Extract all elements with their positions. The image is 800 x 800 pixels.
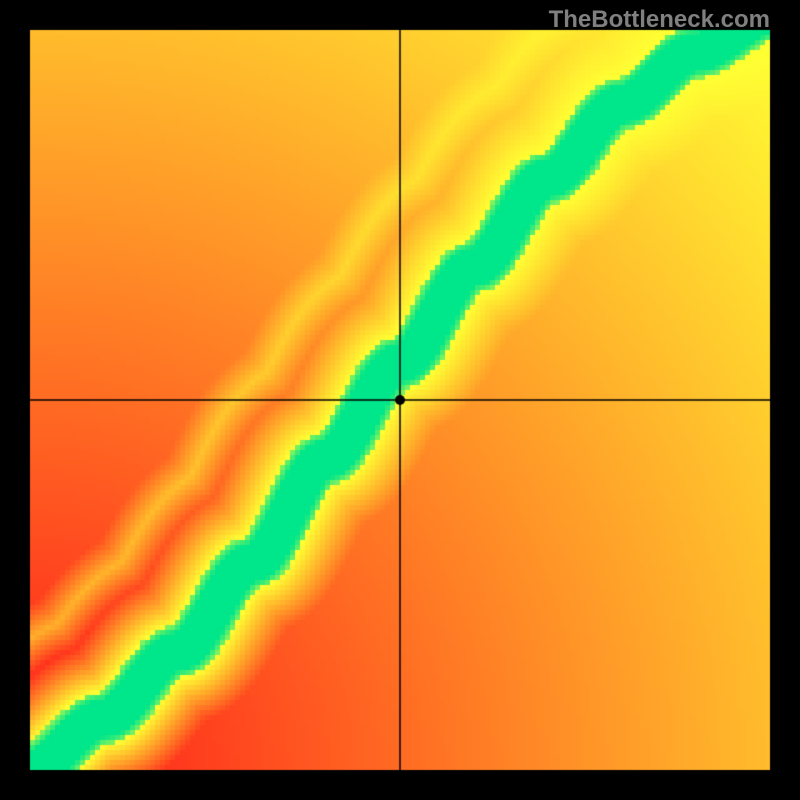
bottleneck-heatmap (0, 0, 800, 800)
watermark-text: TheBottleneck.com (549, 6, 770, 34)
